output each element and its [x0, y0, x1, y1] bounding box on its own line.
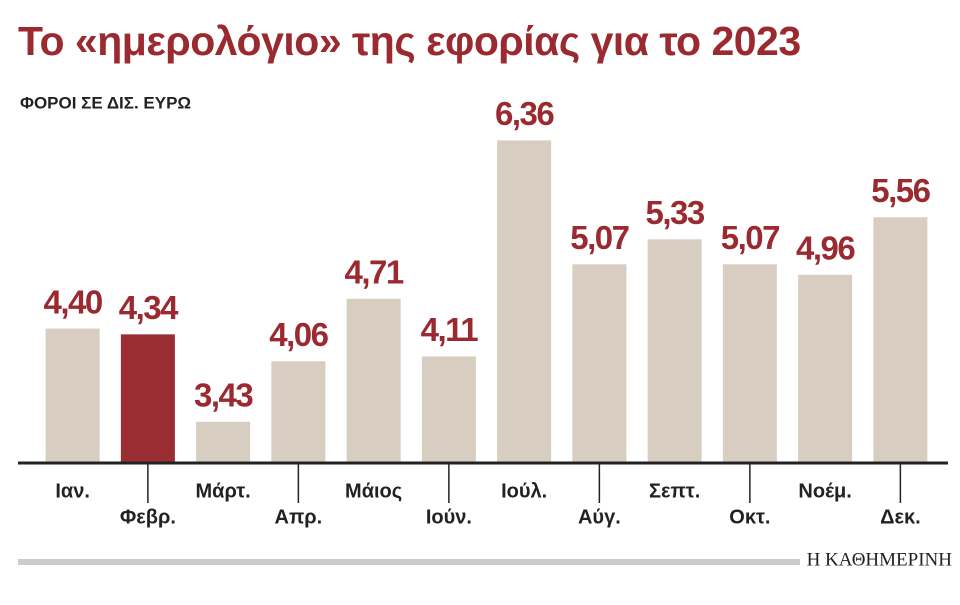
x-tick-label: Μάρτ. — [195, 480, 250, 502]
bar — [647, 239, 702, 463]
bar — [873, 217, 928, 463]
value-label: 5,07 — [721, 219, 779, 256]
value-label: 4,40 — [44, 283, 102, 320]
x-tick-label: Δεκ. — [880, 506, 921, 528]
bar — [45, 328, 100, 463]
value-label: 5,07 — [570, 219, 628, 256]
x-tick-label: Απρ. — [275, 506, 323, 528]
bar — [722, 264, 777, 463]
value-label: 6,36 — [495, 95, 554, 132]
bar — [798, 274, 853, 463]
bar — [572, 264, 627, 463]
bar — [497, 140, 552, 463]
bar — [271, 361, 326, 463]
value-label: 4,96 — [796, 230, 855, 267]
value-label: 4,06 — [269, 316, 328, 353]
value-label: 4,11 — [421, 311, 479, 348]
x-tick-label: Σεπτ. — [649, 480, 700, 502]
x-tick-label: Ιαν. — [55, 480, 90, 502]
x-tick-label: Αύγ. — [578, 506, 621, 528]
chart-subtitle: ΦΟΡΟΙ ΣΕ ΔΙΣ. ΕΥΡΩ — [20, 93, 191, 112]
chart-title: Το «ημερολόγιο» της εφορίας για το 2023 — [18, 18, 801, 64]
x-tick-label: Ιούν. — [426, 506, 472, 528]
bar — [346, 298, 401, 463]
value-label: 5,33 — [646, 194, 705, 231]
bar — [120, 334, 175, 463]
bar — [196, 421, 251, 463]
x-tick-label: Νοέμ. — [798, 480, 851, 502]
value-label: 5,56 — [871, 172, 930, 209]
value-label: 4,71 — [345, 254, 404, 291]
x-tick-label: Φεβρ. — [120, 506, 176, 528]
x-tick-label: Οκτ. — [729, 506, 770, 528]
value-label: 4,34 — [119, 289, 179, 326]
x-tick-label: Μάιος — [345, 480, 402, 502]
value-label: 3,43 — [194, 376, 253, 413]
source: Η ΚΑΘΗΜΕΡΙΝΗ — [807, 549, 953, 570]
x-tick-label: Ιούλ. — [501, 480, 547, 502]
bar — [421, 356, 476, 463]
